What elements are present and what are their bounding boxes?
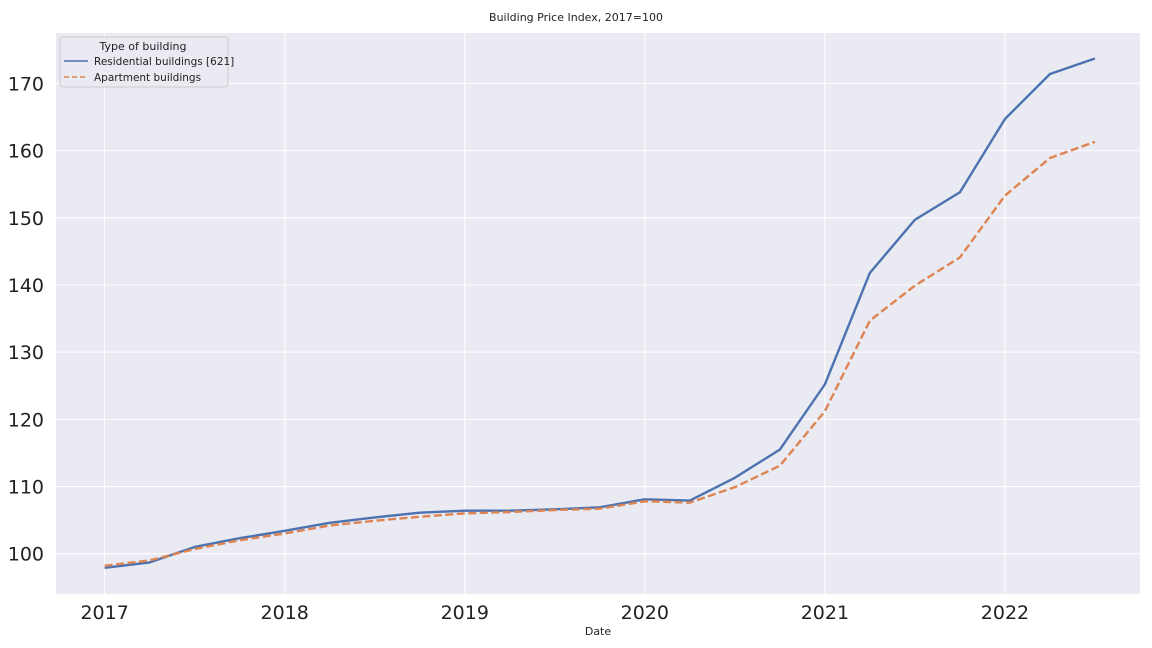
legend: Type of building Residential buildings [… <box>59 36 234 88</box>
x-tick-label: 2019 <box>441 602 489 624</box>
y-tick-label: 140 <box>8 275 44 297</box>
x-tick-label: 2018 <box>261 602 309 624</box>
x-tick-label: 2022 <box>981 602 1029 624</box>
x-tick-label: 2017 <box>80 602 128 624</box>
series-line-residential <box>104 57 1096 569</box>
series-lines <box>104 57 1096 569</box>
chart-title: Building Price Index, 2017=100 <box>489 11 663 24</box>
plot-area <box>56 33 1140 594</box>
tick-labels: 100 110 120 130 140 150 160 170 2017 2018 2019 2020… <box>8 73 1029 624</box>
y-tick-label: 110 <box>8 477 44 499</box>
y-tick-label: 170 <box>8 73 44 95</box>
legend-label-apartment: Apartment buildings <box>94 72 201 84</box>
x-axis-label: Date <box>585 625 612 638</box>
x-tick-label: 2021 <box>801 602 849 624</box>
y-tick-label: 160 <box>8 141 44 163</box>
series-line-apartment <box>104 140 1096 567</box>
y-tick-label: 150 <box>8 208 44 230</box>
y-tick-label: 100 <box>8 544 44 566</box>
y-tick-label: 130 <box>8 342 44 364</box>
x-tick-label: 2020 <box>621 602 669 624</box>
legend-box <box>59 36 229 88</box>
y-tick-label: 120 <box>8 409 44 431</box>
grid-lines <box>56 33 1140 594</box>
legend-label-residential: Residential buildings [621] <box>94 56 234 68</box>
legend-title: Type of building <box>99 40 187 53</box>
